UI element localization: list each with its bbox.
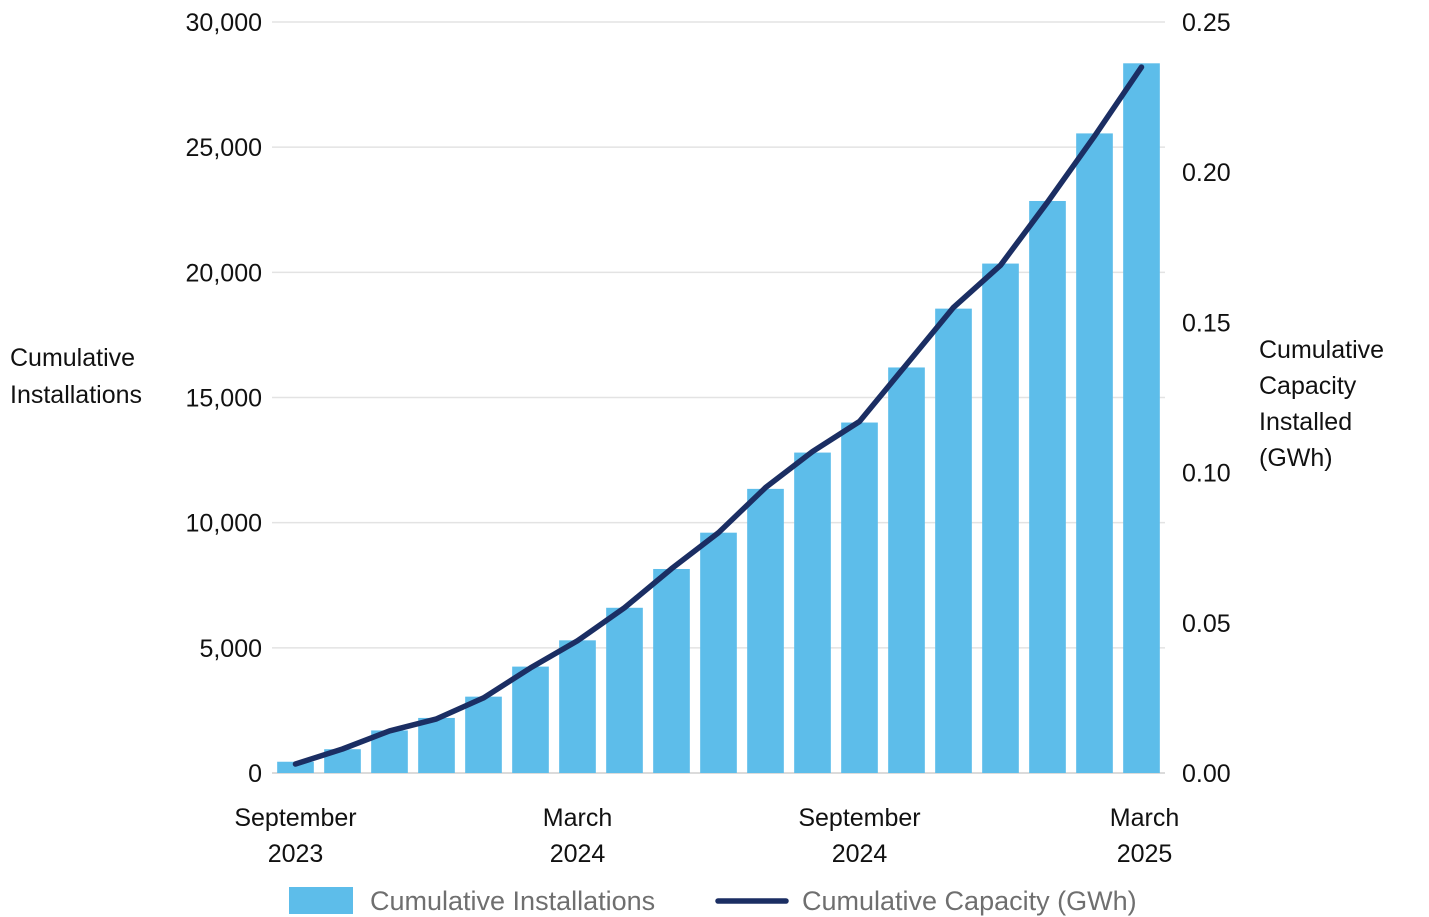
- left-tick-label: 0: [248, 760, 262, 788]
- x-tick-label: September 2023: [234, 804, 356, 868]
- right-axis-title: Cumulative Capacity Installed (GWh): [1259, 336, 1384, 472]
- left-tick-label: 20,000: [186, 259, 262, 287]
- x-tick-label-line: 2023: [268, 840, 324, 868]
- x-tick-label-line: March: [1110, 804, 1179, 832]
- installations-bar: [1123, 63, 1160, 774]
- right-axis-title-line: Installed: [1259, 408, 1352, 436]
- installations-bar: [418, 717, 455, 773]
- x-tick-label: September 2024: [798, 804, 920, 868]
- right-axis-title-line: Cumulative: [1259, 336, 1384, 364]
- right-axis: 0.00 0.05 0.10 0.15 0.20 0.25 Cumulative Capaci…: [1182, 9, 1384, 788]
- x-tick-label-line: September: [234, 804, 356, 832]
- legend-swatch-installations: [289, 887, 353, 914]
- installations-bar: [1029, 200, 1066, 773]
- x-tick-label-line: 2024: [832, 840, 888, 868]
- left-tick-label: 10,000: [186, 510, 262, 538]
- left-tick-label: 5,000: [199, 635, 262, 663]
- installations-bar: [982, 263, 1019, 773]
- installations-bar: [606, 607, 643, 773]
- right-axis-title-line: (GWh): [1259, 444, 1333, 472]
- left-tick-label: 15,000: [186, 385, 262, 413]
- right-tick-label: 0.05: [1182, 610, 1231, 638]
- x-tick-label-line: 2024: [550, 840, 606, 868]
- gridlines: [272, 21, 1165, 774]
- installations-bar: [841, 422, 878, 773]
- right-tick-label: 0.00: [1182, 760, 1231, 788]
- left-axis-title-line: Cumulative: [10, 344, 135, 372]
- legend-label-capacity: Cumulative Capacity (GWh): [802, 886, 1137, 916]
- installations-bar: [1076, 133, 1113, 774]
- x-tick-label-line: March: [543, 804, 612, 832]
- installations-bar: [465, 696, 502, 773]
- capacity-line: [292, 64, 1145, 767]
- installations-bar: [888, 367, 925, 773]
- right-axis-title-line: Capacity: [1259, 372, 1357, 400]
- left-tick-label: 30,000: [186, 9, 262, 37]
- installations-bar: [794, 452, 831, 773]
- installations-bar: [512, 666, 549, 773]
- x-tick-label-line: September: [798, 804, 920, 832]
- right-tick-label: 0.15: [1182, 309, 1231, 337]
- x-tick-label: March 2025: [1110, 804, 1179, 868]
- installations-bar: [747, 488, 784, 773]
- installations-bar: [277, 761, 314, 773]
- installations-bar: [324, 749, 361, 773]
- capacity-line-group: [292, 64, 1145, 767]
- right-tick-label: 0.20: [1182, 159, 1231, 187]
- legend-label-installations: Cumulative Installations: [370, 886, 655, 916]
- x-tick-label: March 2024: [543, 804, 612, 868]
- installations-bars: [277, 63, 1160, 774]
- right-tick-label: 0.25: [1182, 9, 1231, 37]
- left-tick-label: 25,000: [186, 134, 262, 162]
- installations-bar: [653, 568, 690, 773]
- right-tick-label: 0.10: [1182, 460, 1231, 488]
- left-axis-title: Cumulative Installations: [10, 344, 142, 409]
- left-axis: 0 5,000 10,000 15,000 20,000 25,000 30,000 Cumu…: [10, 9, 262, 788]
- installations-bar: [935, 308, 972, 773]
- x-tick-label-line: 2025: [1117, 840, 1173, 868]
- installations-bar: [559, 640, 596, 773]
- installations-bar: [700, 532, 737, 773]
- legend: Cumulative Installations Cumulative Capac…: [289, 886, 1137, 916]
- left-axis-title-line: Installations: [10, 381, 142, 409]
